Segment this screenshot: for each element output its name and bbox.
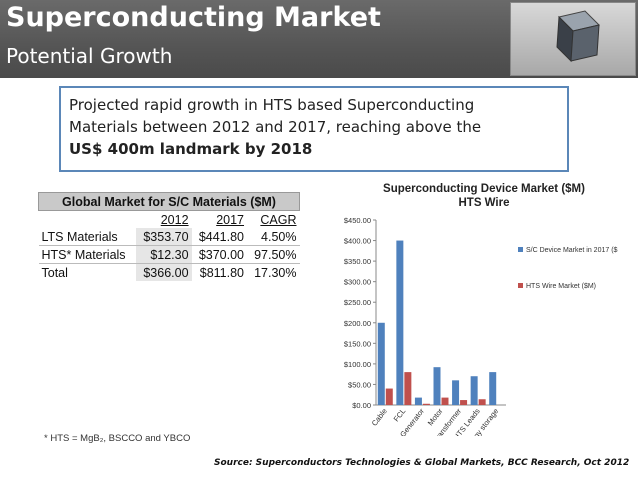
y-tick-label: $0.00 [352, 401, 371, 410]
table-row-label: Total [38, 263, 137, 281]
bar-device-market [489, 372, 497, 405]
y-tick-label: $350.00 [344, 257, 371, 266]
table-cell: $441.80 [191, 228, 248, 246]
table-corner [39, 211, 137, 229]
bar-wire-market [441, 397, 449, 405]
table-header-2017: 2017 [216, 212, 245, 227]
chart-title: Superconducting Device Market ($M) [383, 183, 585, 195]
callout-box: Projected rapid growth in HTS based Supe… [59, 86, 569, 172]
bar-wire-market [422, 403, 430, 405]
source-note: Source: Superconductors Technologies & G… [214, 458, 630, 468]
table-header-2012: 2012 [160, 212, 189, 227]
legend-swatch [518, 247, 523, 252]
footnote: * HTS = MgB₂, BSCCO and YBCO [44, 433, 190, 444]
y-tick-label: $250.00 [344, 298, 371, 307]
bar-wire-market [385, 388, 393, 405]
table-cell: 97.50% [247, 245, 300, 264]
table-row-label: HTS* Materials [38, 245, 137, 264]
y-tick-label: $200.00 [344, 319, 371, 328]
callout-line-3: US$ 400m landmark by 2018 [69, 140, 313, 158]
x-tick-label: FCL [392, 407, 408, 424]
y-tick-label: $300.00 [344, 278, 371, 287]
y-tick-label: $150.00 [344, 339, 371, 348]
superconductor-cube-icon [556, 10, 600, 63]
page-title: Superconducting Market [6, 2, 381, 33]
table-cell: $366.00 [136, 263, 192, 281]
legend-label: S/C Device Market in 2017 ($M) [526, 247, 618, 254]
table-cell: $353.70 [136, 228, 192, 246]
table-header-cagr: CAGR [260, 212, 297, 227]
bar-device-market [396, 240, 404, 405]
footnote-text: * HTS = MgB₂, BSCCO and YBCO [44, 433, 191, 444]
bar-wire-market [460, 400, 468, 405]
bar-device-market [433, 367, 441, 405]
bar-device-market [452, 380, 460, 405]
y-tick-label: $50.00 [348, 380, 371, 389]
legend-label: HTS Wire Market ($M) [526, 283, 596, 290]
chart-subtitle: HTS Wire [458, 197, 509, 209]
page-subtitle: Potential Growth [6, 44, 173, 68]
legend-swatch [518, 283, 523, 288]
bar-wire-market [478, 399, 486, 405]
x-tick-label: Cable [370, 407, 389, 428]
bar-device-market [377, 322, 385, 405]
logo-image [510, 2, 636, 76]
y-tick-label: $450.00 [344, 216, 371, 225]
table-cell: $12.30 [136, 245, 192, 264]
y-tick-label: $400.00 [344, 237, 371, 246]
bar-wire-market [404, 372, 412, 405]
table-title: Global Market for S/C Materials ($M) [38, 192, 300, 211]
table-cell: 17.30% [247, 263, 300, 281]
header-bar: Superconducting Market Potential Growth [0, 0, 638, 78]
device-market-chart: Superconducting Device Market ($M) HTS Wi… [344, 183, 618, 436]
y-tick-label: $100.00 [344, 360, 371, 369]
bar-device-market [414, 397, 422, 405]
market-table: Global Market for S/C Materials ($M) 201… [38, 192, 300, 281]
callout-line-2: Materials between 2012 and 2017, reachin… [69, 118, 482, 136]
bar-device-market [470, 376, 478, 405]
table-cell: 4.50% [247, 228, 300, 246]
table-cell: $370.00 [191, 245, 248, 264]
table-row-label: LTS Materials [38, 228, 137, 246]
callout-line-1: Projected rapid growth in HTS based Supe… [69, 96, 475, 114]
table-cell: $811.80 [191, 263, 248, 281]
